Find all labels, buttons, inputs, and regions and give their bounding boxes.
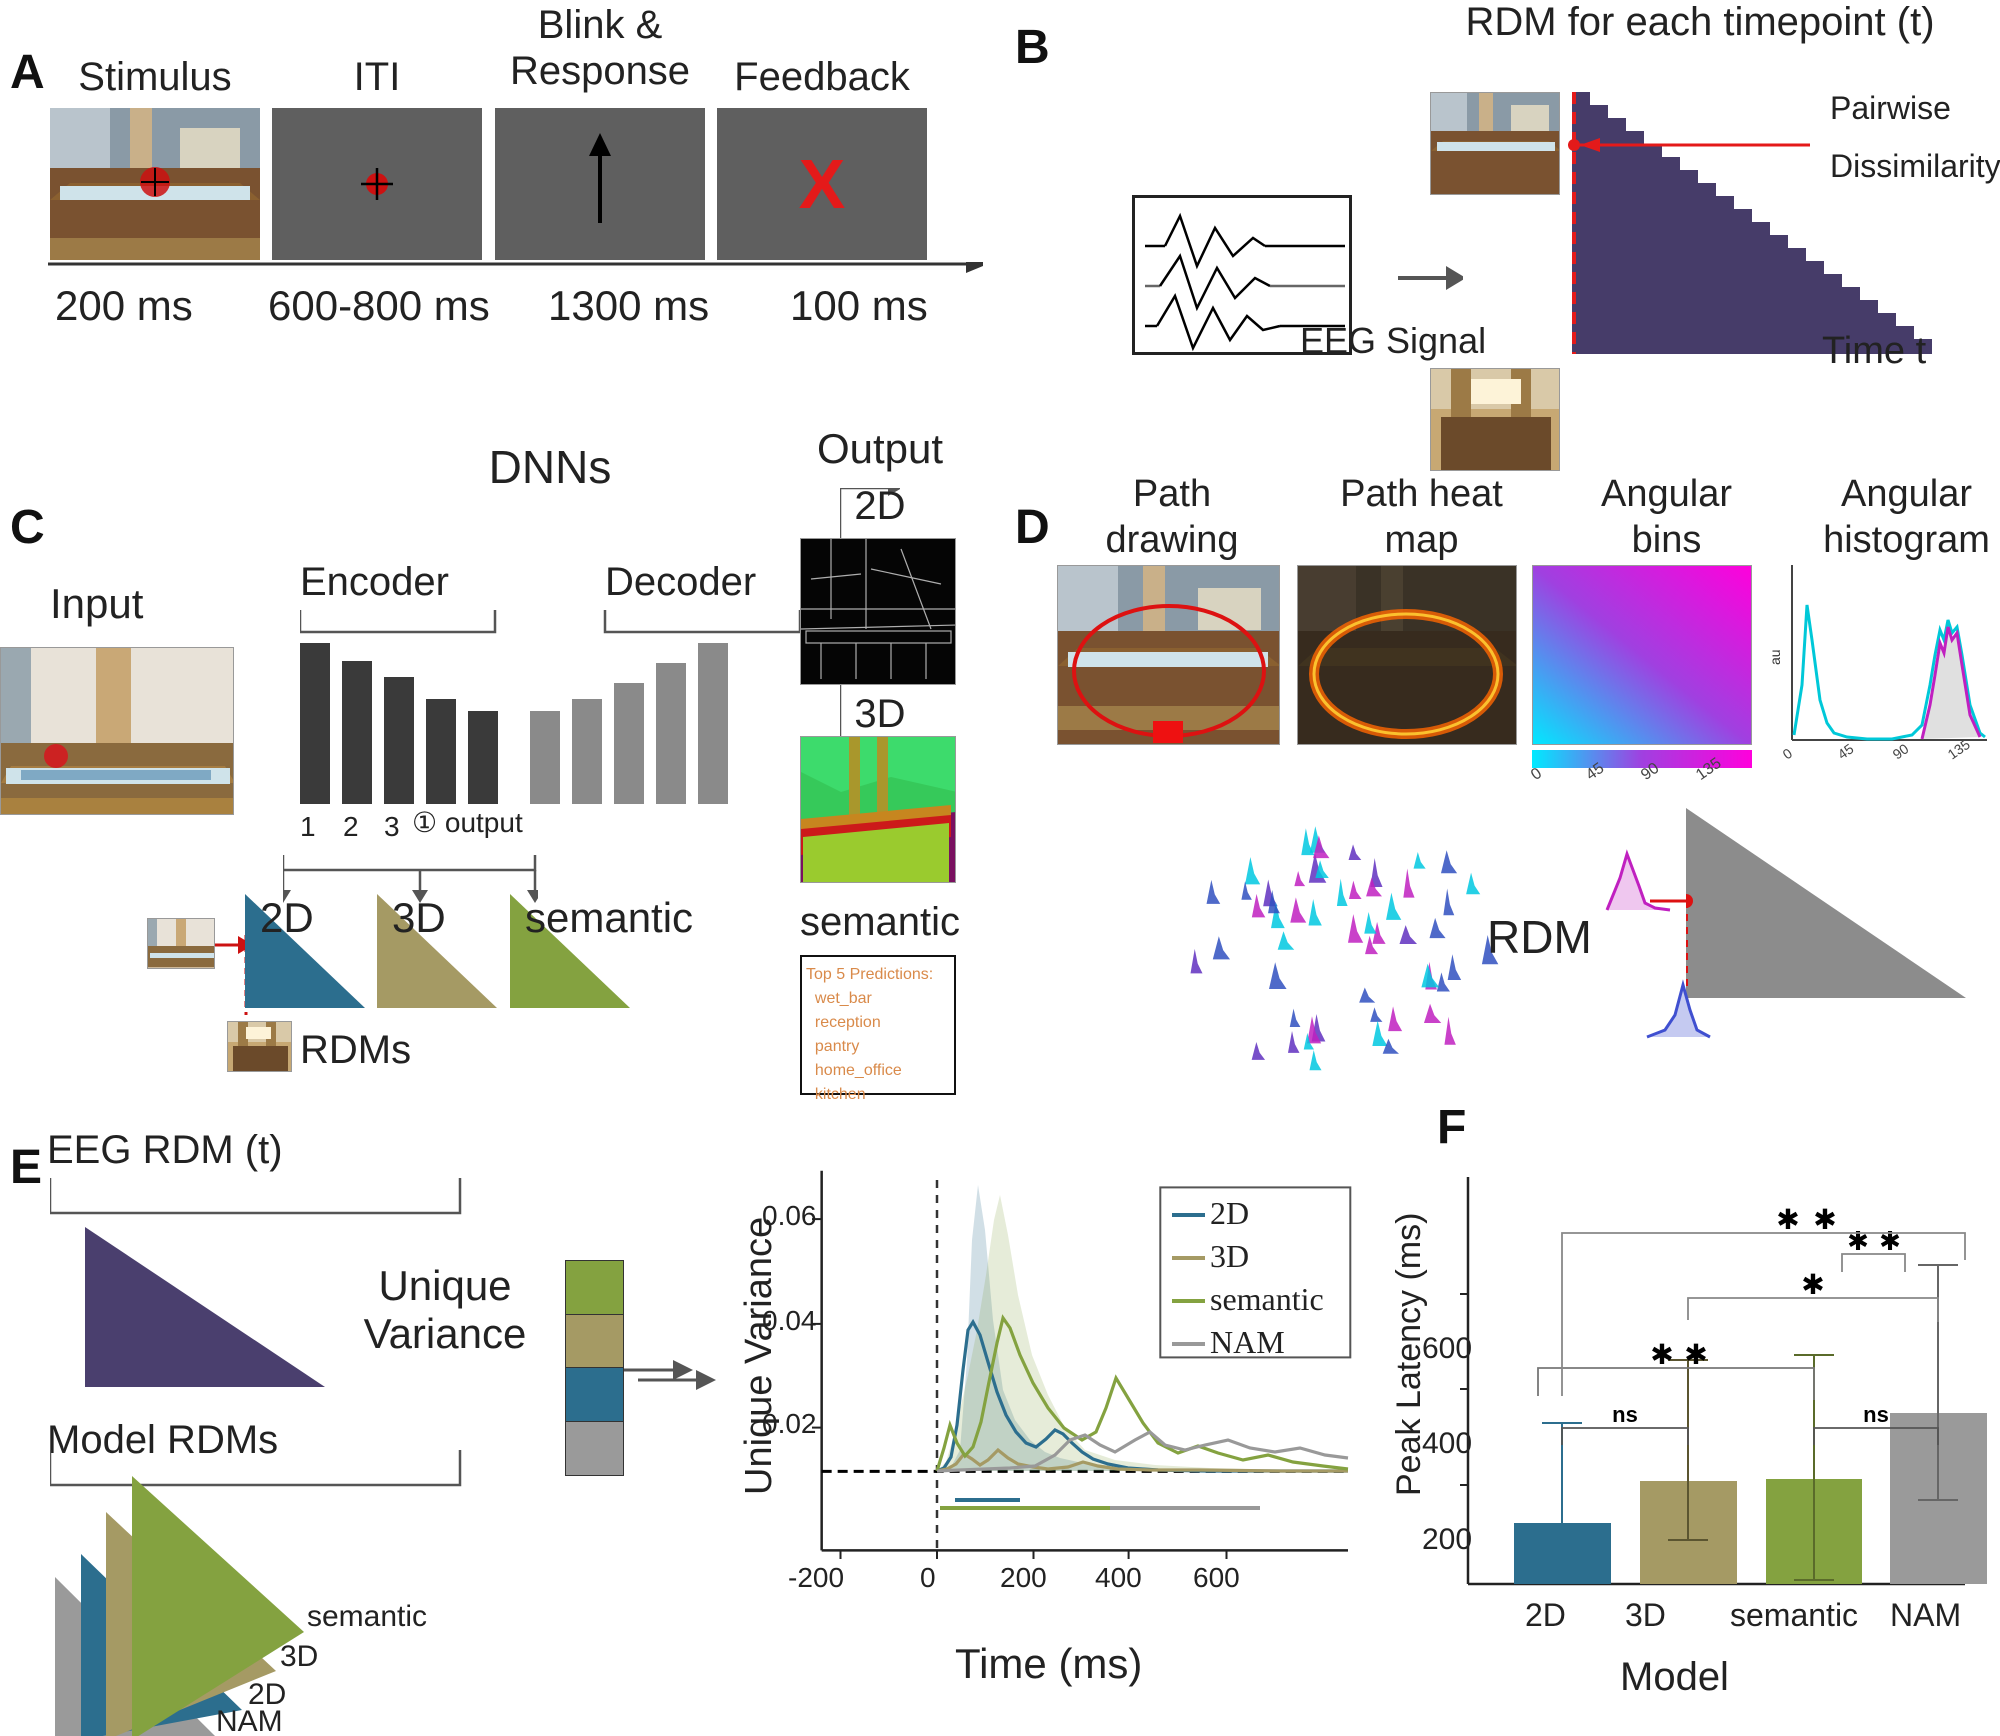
svg-text:✱: ✱ xyxy=(1847,1226,1869,1256)
svg-text:✱: ✱ xyxy=(1801,1269,1824,1300)
svg-text:90: 90 xyxy=(1890,740,1912,762)
svg-text:✱: ✱ xyxy=(1650,1339,1673,1370)
svg-text:✱: ✱ xyxy=(1776,1204,1799,1235)
svg-text:45: 45 xyxy=(1835,740,1857,762)
svg-text:X: X xyxy=(799,145,846,223)
svg-text:ns: ns xyxy=(1612,1402,1638,1427)
svg-text:ns: ns xyxy=(1863,1402,1889,1427)
svg-text:✱: ✱ xyxy=(1813,1204,1836,1235)
svg-text:✱: ✱ xyxy=(1879,1226,1901,1256)
svg-text:0: 0 xyxy=(1780,745,1796,763)
svg-text:✱: ✱ xyxy=(1684,1339,1707,1370)
svg-text:au: au xyxy=(1772,649,1783,665)
